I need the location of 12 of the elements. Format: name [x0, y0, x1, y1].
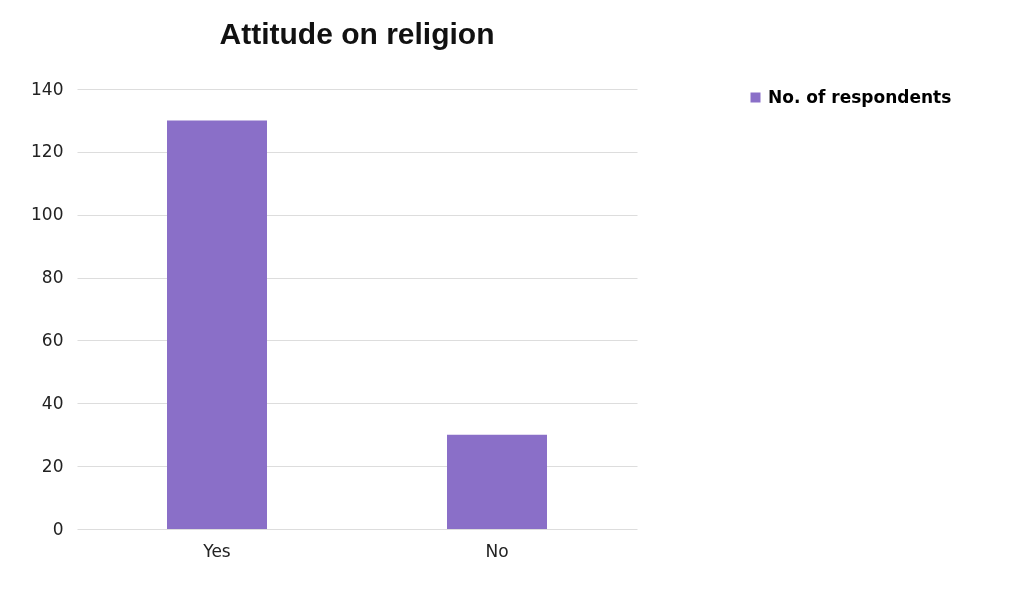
legend-label: No. of respondents [768, 86, 952, 107]
y-tick-label: 20 [41, 455, 64, 476]
x-tick-label: Yes [202, 540, 231, 561]
y-tick-label: 100 [31, 204, 64, 225]
y-tick-label: 40 [41, 392, 64, 413]
chart-title: Attitude on religion [219, 17, 495, 50]
y-tick-label: 80 [41, 267, 64, 288]
y-tick-label: 0 [52, 518, 64, 539]
x-tick-label: No [485, 540, 509, 561]
y-tick-label: 60 [41, 329, 64, 350]
y-tick-label: 120 [31, 141, 64, 162]
y-tick-label: 140 [31, 78, 64, 99]
